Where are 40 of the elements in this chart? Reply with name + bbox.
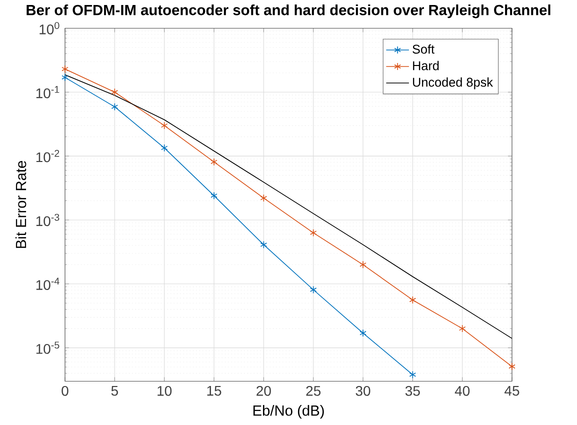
y-tick-label: 10$^{-4}$ [36,278,60,290]
legend-label: Hard [413,60,439,70]
x-tick-label: 15 [207,386,222,396]
point [111,88,118,96]
x-tick-label: 45 [504,386,520,396]
point [260,240,268,248]
point [111,102,118,111]
point [62,73,68,82]
x-tick-label: 25 [306,386,321,396]
y-axis-title: Bit Error Rate [15,160,26,248]
legend-label: Soft [412,44,434,54]
chart-title: Ber of OFDM-IM autoencoder soft and hard decision over Rayleigh Channel [26,4,550,18]
point [360,329,366,337]
y-tick-label: 10$^{-1}$ [36,86,60,98]
x-tick-label: 40 [454,386,470,396]
point [210,192,218,200]
x-tick-label: 5 [111,386,118,396]
point [62,65,68,73]
point [260,194,268,202]
y-tick-label: 10$^{-5}$ [36,342,60,354]
x-tick-label: 20 [256,386,271,396]
point [409,370,416,378]
x-tick-label: 10 [158,386,172,396]
point [210,158,218,166]
point [160,122,168,130]
point [360,260,366,268]
x-tick-label: 30 [356,386,370,396]
point [310,286,317,294]
y-tick-label: 10$^{0}$ [40,22,60,34]
y-tick-label: 10$^{-2}$ [36,150,60,162]
y-tick-label: 10$^{-3}$ [36,214,60,226]
point [310,228,317,237]
x-axis-title: Eb/No (dB) [253,404,324,419]
x-tick-label: 0 [62,386,68,396]
point [508,362,516,370]
x-tick-label: 35 [405,386,420,396]
point [409,296,416,304]
point [458,324,466,332]
legend-label: Uncoded 8psk [412,77,493,90]
point [160,144,168,152]
